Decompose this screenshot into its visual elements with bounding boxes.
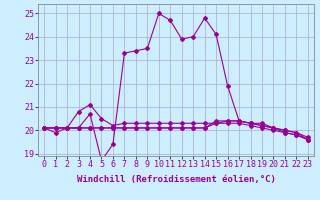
X-axis label: Windchill (Refroidissement éolien,°C): Windchill (Refroidissement éolien,°C) (76, 175, 276, 184)
